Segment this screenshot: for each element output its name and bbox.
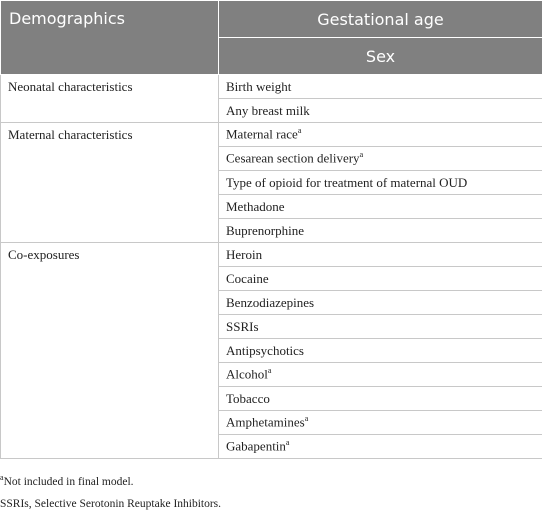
item-cell: Alcohola xyxy=(218,362,542,387)
item-cell: Birth weight xyxy=(218,74,542,99)
table-row: Alcohola xyxy=(1,362,542,387)
item-cell: Type of opioid for treatment of maternal… xyxy=(218,170,542,195)
table-header: Demographics Gestational age Sex xyxy=(0,0,542,75)
footnote-text: SSRIs, Selective Serotonin Reuptake Inhi… xyxy=(0,497,222,510)
superscript: a xyxy=(359,150,364,160)
item-cell: Antipsychotics xyxy=(218,338,542,363)
table-row: Amphetaminesa xyxy=(1,410,542,435)
item-text: Methadone xyxy=(226,198,285,214)
demographics-table: Demographics Gestational age Sex Neonata… xyxy=(0,0,542,459)
table-body: Neonatal characteristics Birth weight Any … xyxy=(0,74,542,459)
table-row: Maternal characteristics Maternal racea xyxy=(0,122,542,243)
item-text: Cocaine xyxy=(226,270,269,286)
table-row: Co-exposures Heroin xyxy=(0,242,542,459)
item-text: Antipsychotics xyxy=(226,342,304,358)
table-row: Methadone xyxy=(1,194,542,219)
table-row: Benzodiazepines xyxy=(1,290,542,315)
item-text: Birth weight xyxy=(226,78,292,94)
superscript: a xyxy=(297,126,302,136)
item-cell: Tobacco xyxy=(218,386,542,411)
item-text: Buprenorphine xyxy=(226,222,304,238)
item-cell: SSRIs xyxy=(218,314,542,339)
item-text: Alcohol xyxy=(226,366,268,382)
header-cell: Sex xyxy=(218,37,542,75)
footnote: aNot included in final model. xyxy=(0,467,542,493)
item-text: Cesarean section delivery xyxy=(226,150,360,166)
table-row: SSRIs xyxy=(1,314,542,339)
footnote-text: Not included in final model. xyxy=(3,475,134,488)
item-text: SSRIs xyxy=(226,318,259,334)
item-text: Gabapentin xyxy=(226,438,286,454)
item-cell: Cocaine xyxy=(218,266,542,291)
table-row: Cesarean section deliverya xyxy=(1,146,542,171)
table-row: Neonatal characteristics Birth weight xyxy=(0,74,542,123)
item-text: Tobacco xyxy=(226,390,270,406)
header-cell: Demographics xyxy=(0,0,219,75)
item-cell: Any breast milk xyxy=(218,98,542,123)
table-row: Tobacco xyxy=(1,386,542,411)
table-row: Any breast milk xyxy=(1,98,542,123)
footnotes: aNot included in final model. SSRIs, Sele… xyxy=(0,467,542,515)
item-cell: Cesarean section deliverya xyxy=(218,146,542,171)
item-text: Type of opioid for treatment of maternal… xyxy=(226,174,468,190)
item-text: Maternal race xyxy=(226,126,298,142)
item-cell: Heroin xyxy=(218,242,542,267)
group-cell: Co-exposures xyxy=(0,242,219,459)
superscript: a xyxy=(304,414,309,424)
item-text: Heroin xyxy=(226,246,263,262)
header-cell: Gestational age xyxy=(218,0,542,38)
superscript: a xyxy=(0,473,4,482)
item-text: Benzodiazepines xyxy=(226,294,315,310)
item-cell: Maternal racea xyxy=(218,122,542,147)
group-cell: Neonatal characteristics xyxy=(0,74,219,123)
group-cell: Maternal characteristics xyxy=(0,122,219,243)
item-text: Amphetamines xyxy=(226,414,305,430)
item-cell: Amphetaminesa xyxy=(218,410,542,435)
table-row: Buprenorphine xyxy=(1,218,542,243)
item-cell: Buprenorphine xyxy=(218,218,542,243)
item-cell: Methadone xyxy=(218,194,542,219)
table-row: Antipsychotics xyxy=(1,338,542,363)
footnote: SSRIs, Selective Serotonin Reuptake Inhi… xyxy=(0,493,542,515)
item-text: Any breast milk xyxy=(226,102,310,118)
item-cell: Benzodiazepines xyxy=(218,290,542,315)
superscript: a xyxy=(267,366,272,376)
item-cell: Gabapentina xyxy=(218,434,542,459)
superscript: a xyxy=(285,438,290,448)
table-row: Gabapentina xyxy=(1,434,542,459)
